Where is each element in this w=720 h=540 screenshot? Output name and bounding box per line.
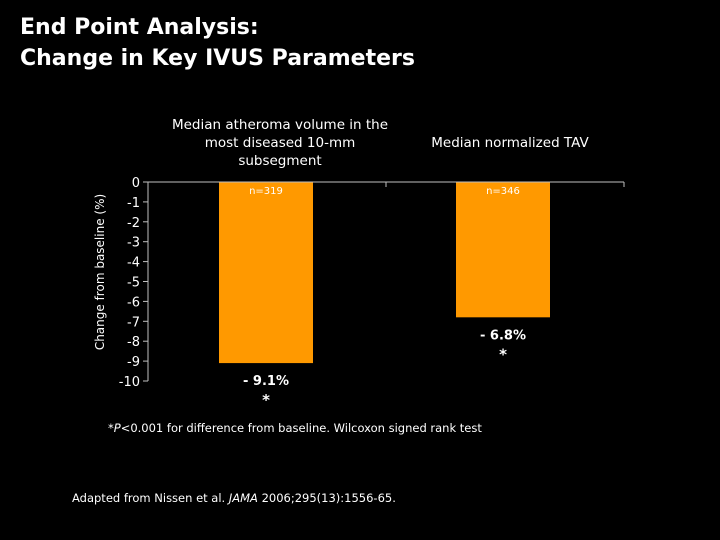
n-label: n=319: [249, 186, 283, 197]
title-line-2: Change in Key IVUS Parameters: [20, 46, 415, 71]
y-tick-label: -6: [127, 295, 140, 310]
value-label: - 9.1%: [243, 374, 289, 389]
value-label: - 6.8%: [480, 328, 526, 343]
category-label-line: Median normalized TAV: [431, 135, 589, 151]
footnote-asterisk: *: [108, 421, 114, 435]
bar: [219, 182, 313, 364]
y-tick-label: -8: [127, 335, 140, 350]
category-label-line: most diseased 10-mm: [204, 135, 356, 151]
category-label-normalized-tav: Median normalized TAV: [400, 134, 620, 152]
source-citation: Adapted from Nissen et al. JAMA 2006;295…: [72, 491, 396, 505]
category-label-line: Median atheroma volume in the: [171, 117, 389, 133]
footnote-text: <0.001 for difference from baseline. Wil…: [120, 421, 482, 435]
y-tick-label: -4: [127, 256, 140, 271]
footnote-p: P: [113, 421, 121, 435]
title-line-1: End Point Analysis:: [20, 15, 259, 40]
y-tick-label: 0: [132, 176, 140, 191]
footnote: *P<0.001 for difference from baseline. W…: [108, 421, 482, 435]
source-prefix: Adapted from Nissen et al.: [72, 491, 229, 505]
significance-asterisk: *: [499, 345, 507, 363]
bar: [456, 182, 550, 318]
n-label: n=346: [486, 186, 520, 197]
source-suffix: 2006;295(13):1556-65.: [257, 491, 396, 505]
y-tick-label: -1: [127, 196, 140, 211]
slide-title: End Point Analysis: Change in Key IVUS P…: [20, 12, 415, 74]
y-tick-label: -7: [127, 315, 140, 330]
y-tick-label: -3: [127, 236, 140, 251]
source-journal: JAMA: [228, 491, 258, 505]
y-tick-label: -2: [127, 216, 140, 231]
y-tick-label: -5: [127, 276, 140, 291]
category-label-line: subsegment: [238, 153, 322, 169]
y-tick-label: -10: [119, 375, 140, 390]
category-label-atheroma-volume: Median atheroma volume in the most disea…: [150, 116, 410, 170]
y-tick-label: -9: [127, 355, 140, 370]
significance-asterisk: *: [262, 391, 270, 409]
